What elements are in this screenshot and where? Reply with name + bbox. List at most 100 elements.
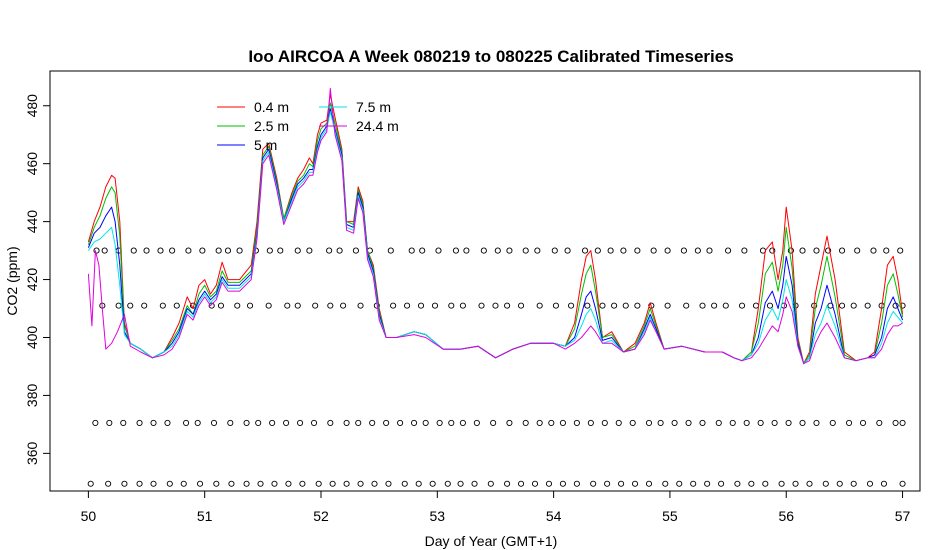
calibration-point — [93, 247, 100, 254]
calibration-point — [813, 419, 820, 426]
legend-label: 7.5 m — [356, 99, 391, 115]
calibration-point — [657, 419, 664, 426]
calibration-point — [357, 480, 364, 487]
calibration-point — [136, 419, 143, 426]
calibration-point — [799, 247, 806, 254]
calibration-point — [213, 480, 220, 487]
calibration-point — [494, 247, 501, 254]
calibration-point — [265, 302, 272, 309]
calibration-point — [185, 247, 192, 254]
x-tick-label: 55 — [662, 508, 678, 524]
calibration-point — [463, 247, 470, 254]
calibration-point — [352, 247, 359, 254]
calibration-point — [604, 480, 611, 487]
calibration-point — [294, 247, 301, 254]
calibration-point — [629, 419, 636, 426]
calibration-point — [769, 247, 776, 254]
calibration-point — [357, 302, 364, 309]
calibration-point — [854, 247, 861, 254]
calibration-point — [408, 247, 415, 254]
calibration-point — [836, 480, 843, 487]
calibration-point — [522, 247, 529, 254]
calibration-point — [564, 247, 571, 254]
calibration-point — [699, 419, 706, 426]
calibration-point — [757, 419, 764, 426]
calibration-point — [436, 419, 443, 426]
calibration-point — [618, 480, 625, 487]
calibration-point — [415, 480, 422, 487]
calibration-point — [87, 480, 94, 487]
calibration-point — [699, 302, 706, 309]
calibration-point — [607, 247, 614, 254]
calibration-point — [490, 419, 497, 426]
x-tick-label: 53 — [430, 508, 446, 524]
calibration-point — [183, 419, 190, 426]
calibration-point — [422, 419, 429, 426]
calibration-point — [634, 302, 641, 309]
calibration-point — [283, 419, 290, 426]
calibration-point — [336, 247, 343, 254]
calibration-point — [590, 480, 597, 487]
calibration-point — [536, 302, 543, 309]
calibration-point — [266, 247, 273, 254]
legend: 0.4 m 2.5 m 5 m 7.5 m 24.4 m — [217, 99, 399, 153]
calibration-point — [217, 302, 225, 309]
calibration-point — [150, 419, 157, 426]
calibration-point — [329, 480, 336, 487]
calibration-point — [876, 419, 883, 426]
calibration-point — [850, 480, 857, 487]
calibration-point — [792, 480, 799, 487]
legend-label: 2.5 m — [254, 118, 289, 134]
calibration-point — [247, 302, 254, 309]
x-tick-label: 52 — [313, 508, 329, 524]
calibration-point — [645, 419, 653, 426]
calibration-point — [685, 419, 692, 426]
calibration-point — [141, 302, 148, 309]
calibration-point — [664, 302, 671, 309]
calibration-point — [136, 480, 143, 487]
calibration-point — [306, 247, 313, 254]
calibration-point — [718, 480, 725, 487]
x-tick-label: 50 — [81, 508, 97, 524]
calibration-point — [277, 247, 284, 254]
calibration-point — [771, 419, 778, 426]
calibration-point — [704, 480, 711, 487]
calibration-point — [127, 302, 134, 309]
calibration-point — [327, 302, 334, 309]
calibration-point — [829, 419, 836, 426]
calibration-point — [234, 302, 241, 309]
calibration-point — [568, 302, 575, 309]
calibration-point — [734, 480, 741, 487]
calibration-point — [285, 480, 292, 487]
calibration-point — [690, 480, 697, 487]
calibration-point — [106, 419, 113, 426]
calibration-point — [143, 247, 150, 254]
calibration-point — [310, 419, 318, 426]
calibration-point — [312, 302, 319, 309]
legend-label: 0.4 m — [254, 99, 289, 115]
plot-area — [87, 87, 906, 487]
calibration-point — [864, 302, 871, 309]
x-axis: 50 51 52 53 54 55 56 57 — [81, 491, 911, 524]
calibration-point — [196, 480, 204, 487]
series-line-24-4-m — [87, 87, 903, 365]
calibration-point — [683, 302, 690, 309]
calibration-point — [846, 419, 853, 426]
calibration-point — [387, 247, 394, 254]
calibration-point — [294, 302, 301, 309]
calibration-point — [762, 480, 769, 487]
calibration-point — [518, 480, 525, 487]
calibration-point — [199, 247, 206, 254]
calibration-point — [584, 302, 591, 309]
y-tick-label: 440 — [24, 210, 40, 234]
calibration-point — [518, 302, 525, 309]
x-tick-label: 54 — [546, 508, 562, 524]
calibration-point — [315, 480, 322, 487]
calibration-point — [766, 302, 774, 309]
calibration-point — [551, 247, 558, 254]
calibration-point — [573, 419, 580, 426]
calibration-point — [228, 480, 235, 487]
calibration-point — [120, 419, 127, 426]
calibration-point — [385, 480, 392, 487]
calibration-point — [435, 247, 442, 254]
